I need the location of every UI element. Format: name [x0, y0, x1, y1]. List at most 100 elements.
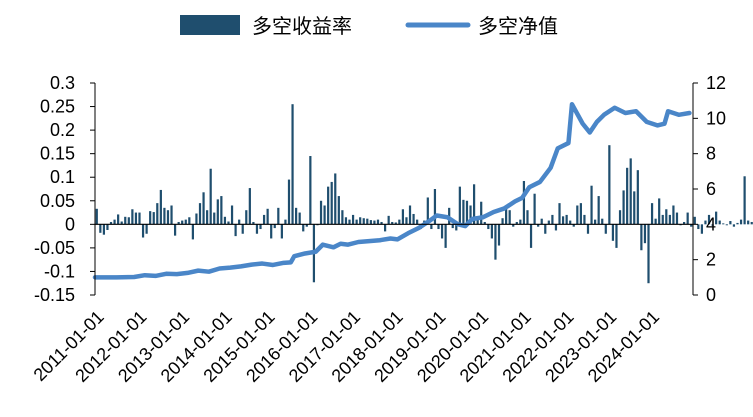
- bar: [391, 221, 394, 225]
- bar: [384, 224, 387, 232]
- bar: [334, 173, 337, 225]
- bar: [601, 218, 604, 225]
- bar: [586, 224, 590, 234]
- bar: [138, 212, 141, 225]
- bar: [113, 219, 116, 225]
- bar: [629, 158, 632, 225]
- bar: [437, 224, 440, 230]
- bar: [711, 224, 714, 226]
- bar: [291, 104, 294, 225]
- bar: [433, 189, 437, 225]
- bar: [270, 224, 273, 239]
- bar: [124, 216, 127, 225]
- bar: [440, 224, 444, 239]
- bar: [248, 188, 251, 225]
- bar: [608, 145, 611, 225]
- bar: [309, 156, 312, 225]
- bar: [618, 210, 622, 225]
- bar: [117, 214, 120, 225]
- bar: [277, 207, 280, 225]
- bar: [323, 205, 326, 225]
- bar: [565, 214, 568, 225]
- bar: [284, 219, 287, 225]
- legend-swatch-bar: [180, 15, 240, 35]
- bar: [220, 196, 223, 225]
- bar: [654, 218, 657, 225]
- bar: [579, 203, 582, 225]
- bar: [554, 224, 558, 231]
- bar: [330, 181, 333, 225]
- bar: [262, 214, 266, 225]
- bar: [366, 218, 369, 225]
- bar: [572, 224, 575, 227]
- bar: [109, 221, 113, 225]
- bar: [561, 216, 565, 225]
- bar: [348, 219, 351, 225]
- bar: [718, 220, 721, 225]
- bar: [594, 219, 597, 225]
- bar: [604, 224, 607, 234]
- y-right-tick-label: 0: [706, 285, 716, 305]
- bar: [245, 210, 248, 225]
- bar: [295, 207, 298, 225]
- bar: [665, 209, 668, 225]
- bar: [469, 205, 472, 225]
- bar: [675, 212, 679, 225]
- y-right-tick-label: 12: [706, 73, 726, 93]
- bar: [743, 176, 746, 225]
- bar: [287, 179, 291, 225]
- bar: [241, 224, 244, 234]
- bar: [732, 224, 736, 227]
- bar: [704, 220, 707, 225]
- bar: [394, 222, 397, 225]
- line-series: [92, 101, 692, 280]
- y-left-tick-label: -0.1: [44, 261, 75, 281]
- bar: [430, 224, 433, 230]
- bar: [725, 224, 728, 226]
- bar: [515, 221, 518, 225]
- bar: [134, 212, 138, 225]
- bar: [444, 224, 447, 248]
- bar: [547, 220, 550, 225]
- bar: [362, 218, 365, 225]
- bar: [405, 217, 408, 225]
- y-right-tick-label: 10: [706, 108, 726, 128]
- bar: [683, 221, 686, 225]
- legend: 多空收益率 多空净值: [180, 14, 558, 38]
- bar: [213, 212, 216, 225]
- bar: [337, 196, 340, 225]
- bar: [611, 224, 615, 241]
- bar: [455, 224, 458, 231]
- bar: [576, 205, 579, 225]
- bar: [351, 214, 355, 225]
- bar: [387, 215, 390, 225]
- bar: [355, 219, 358, 225]
- bar: [533, 193, 536, 225]
- bar: [483, 221, 486, 225]
- bar: [177, 221, 180, 225]
- bar: [173, 224, 177, 236]
- bar: [181, 220, 184, 225]
- y-left-tick-label: 0: [65, 214, 75, 234]
- bar: [522, 180, 526, 225]
- legend-label-line: 多空净值: [478, 14, 558, 38]
- y-left-tick-label: 0.05: [40, 191, 75, 211]
- bar: [643, 224, 647, 244]
- bar: [238, 219, 241, 225]
- bar: [163, 207, 166, 225]
- bar: [369, 220, 372, 225]
- bar: [551, 214, 554, 225]
- bar: [508, 210, 511, 225]
- bar: [472, 184, 476, 225]
- bar: [159, 189, 162, 225]
- bar: [622, 190, 625, 225]
- bar: [327, 186, 330, 225]
- y-axis-left: -0.15 -0.1 -0.05 0 0.05 0.1 0.15 0.2 0.25 0.3: [34, 73, 95, 305]
- bar: [658, 198, 661, 225]
- bar: [412, 213, 415, 225]
- bar: [640, 224, 643, 251]
- legend-label-bar: 多空收益率: [252, 14, 352, 38]
- bar: [465, 200, 469, 225]
- bar: [398, 219, 401, 225]
- bar: [106, 224, 109, 230]
